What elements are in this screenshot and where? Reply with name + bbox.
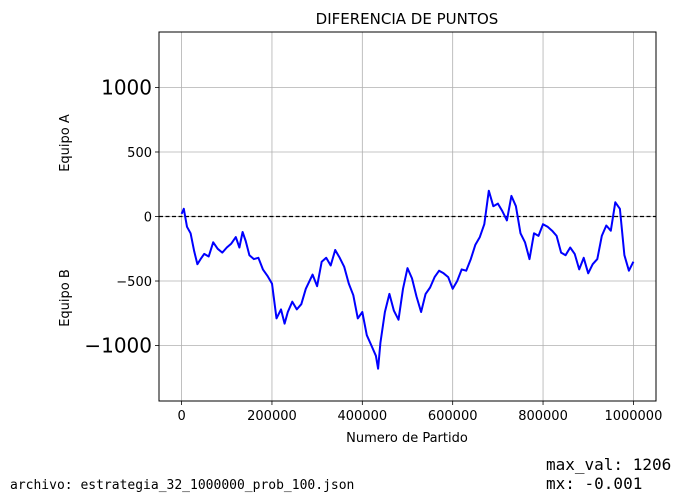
y-tick-label: 0: [144, 211, 152, 226]
y-axis-label-equipo-a: Equipo A: [58, 114, 73, 172]
y-tick-label: −1000: [84, 334, 152, 358]
series-line: [180, 189, 635, 370]
y-tick-label: −500: [116, 275, 152, 290]
mx-value-label: mx: -0.001: [546, 474, 643, 493]
max-value-label: max_val: 1206: [546, 455, 672, 474]
x-tick-label: 0: [177, 409, 185, 424]
x-axis-ticks: 0 200000 400000 600000 800000 1000000: [177, 401, 662, 424]
chart-title: DIFERENCIA DE PUNTOS: [316, 10, 499, 28]
x-tick-label: 1000000: [604, 409, 662, 424]
y-axis-label-equipo-b: Equipo B: [58, 269, 73, 327]
x-tick-label: 600000: [428, 409, 478, 424]
file-name-label: archivo: estrategia_32_1000000_prob_100.…: [10, 478, 355, 493]
x-tick-label: 400000: [337, 409, 387, 424]
stats-box: max_val: 1206 mx: -0.001: [546, 455, 671, 493]
y-tick-label: 500: [127, 146, 152, 161]
x-tick-label: 200000: [247, 409, 297, 424]
x-tick-label: 800000: [518, 409, 568, 424]
y-tick-label: 1000: [101, 75, 152, 99]
x-axis-label: Numero de Partido: [346, 431, 468, 446]
y-axis-ticks: −1000 −500 0 500 1000: [84, 75, 159, 358]
